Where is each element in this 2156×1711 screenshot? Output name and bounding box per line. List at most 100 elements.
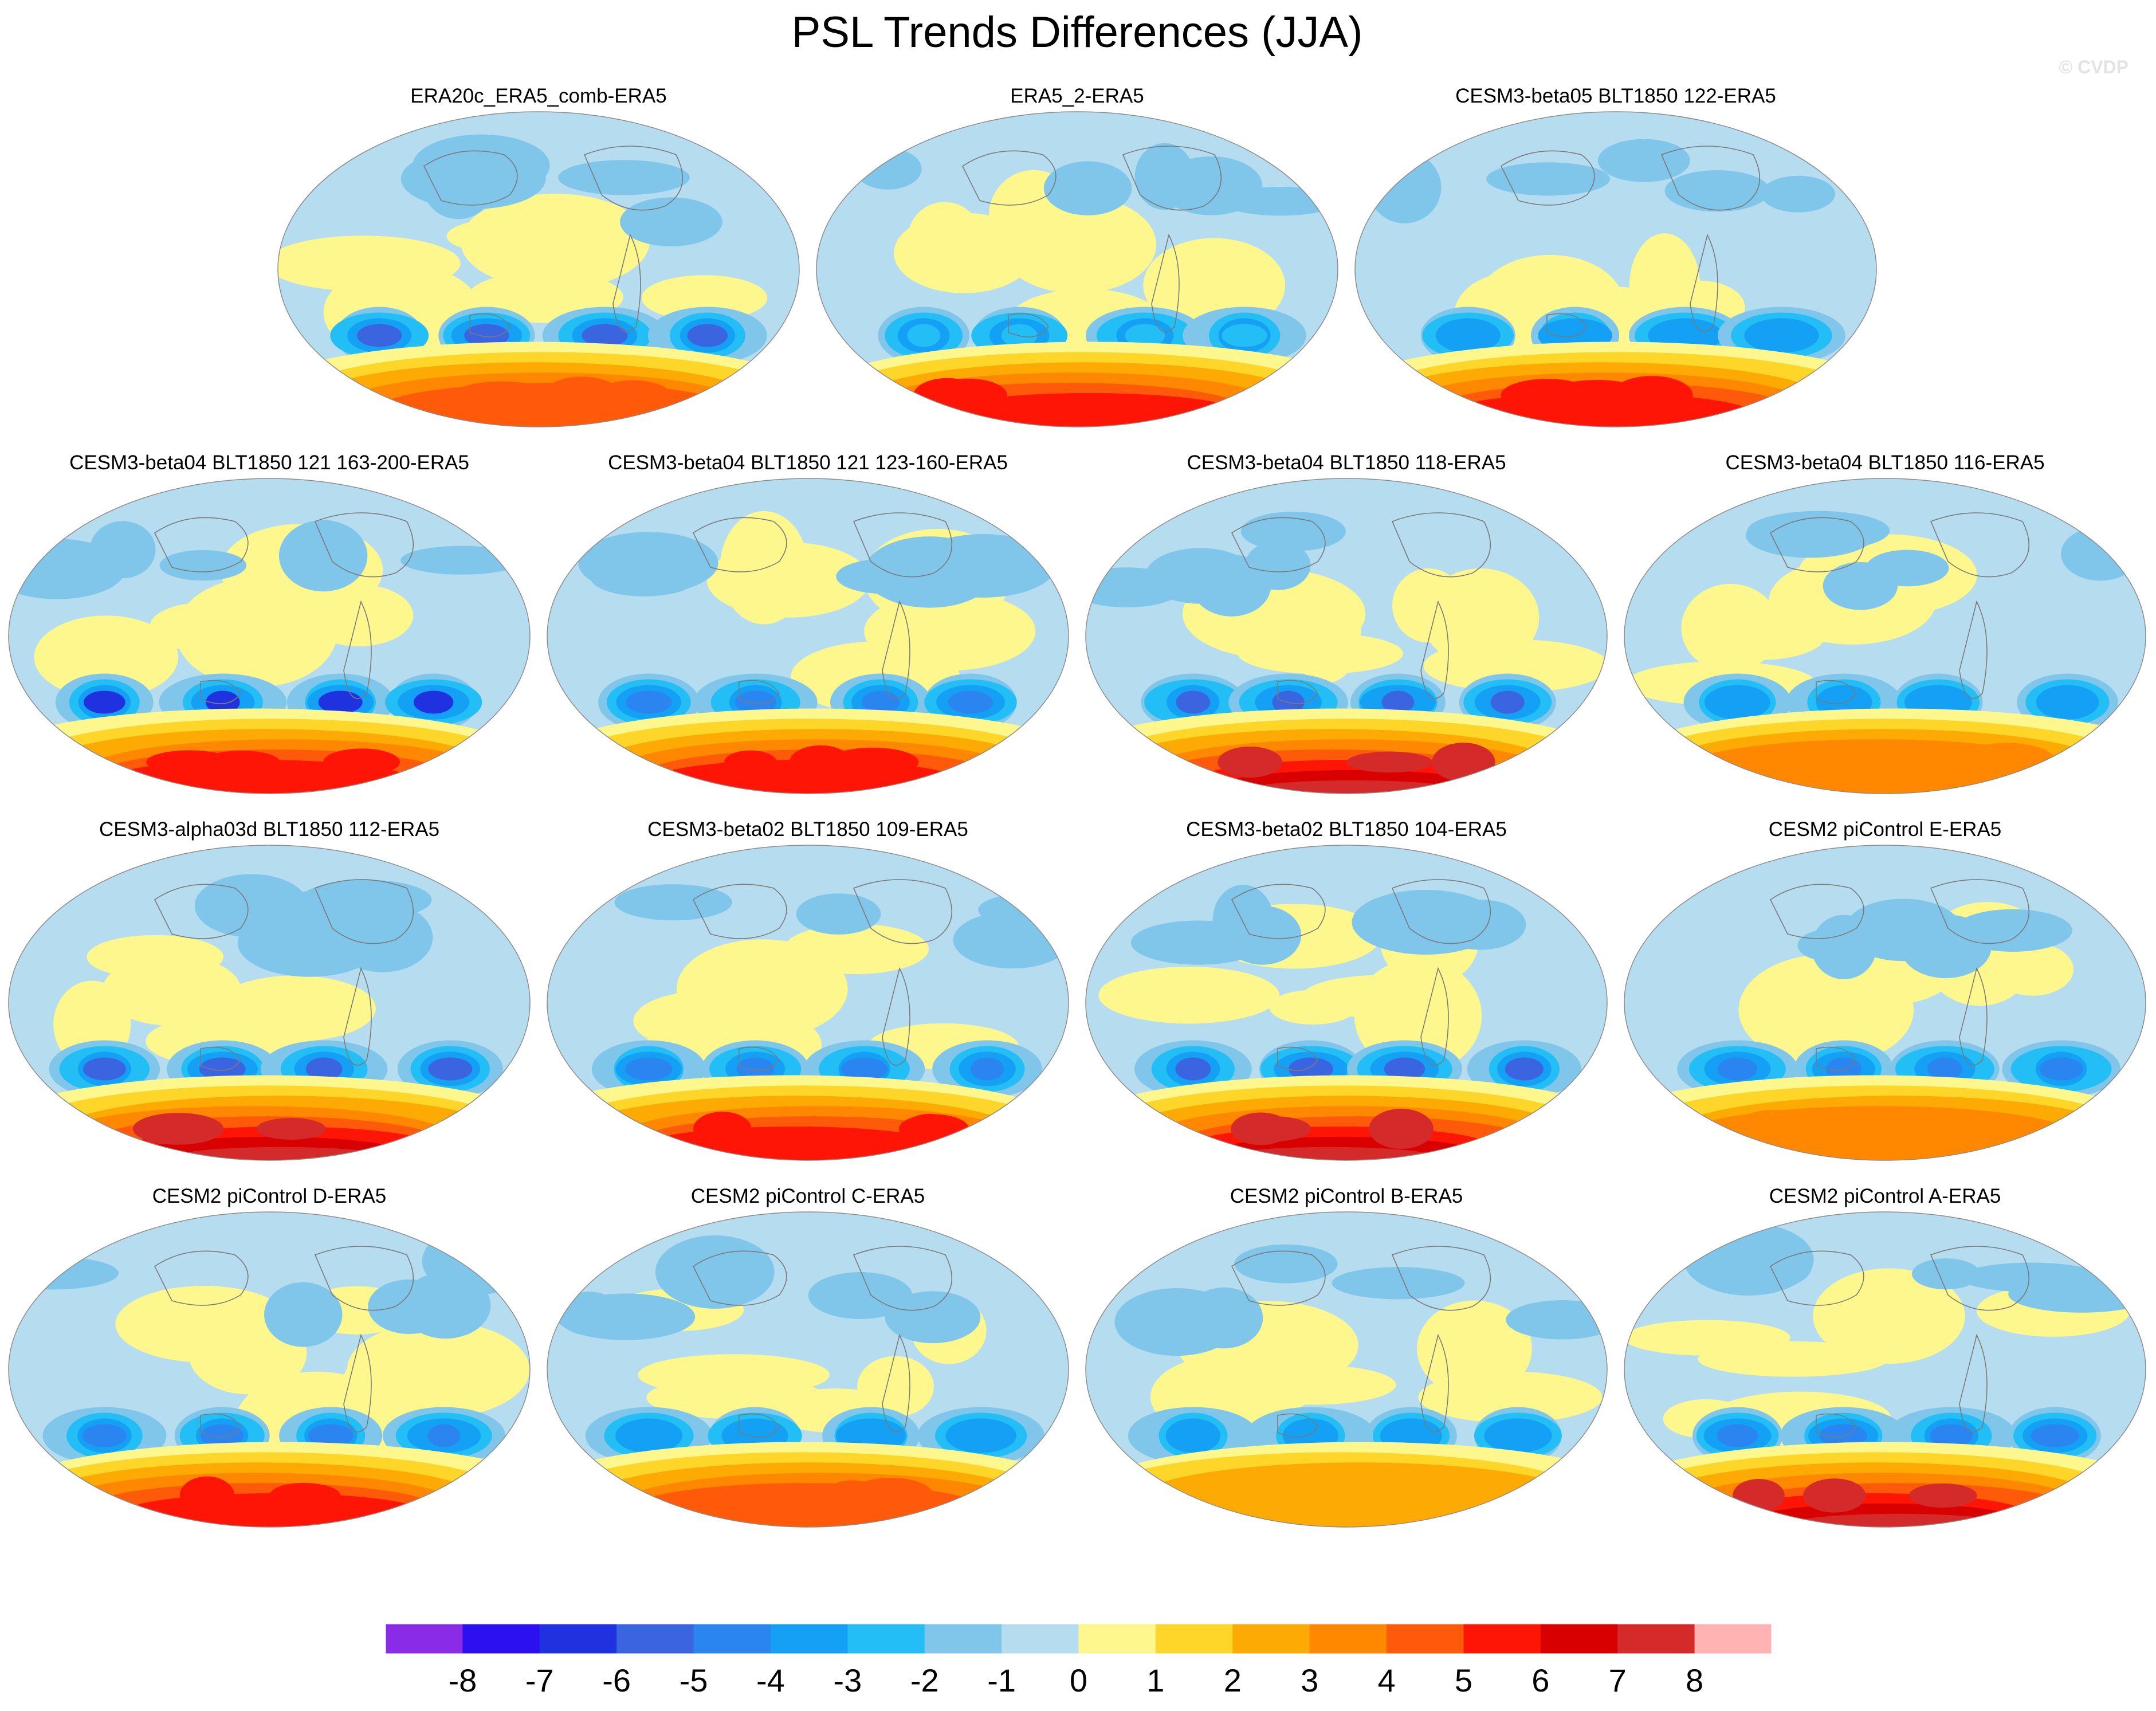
field-contour (626, 690, 672, 714)
field-contour (1394, 1424, 1428, 1447)
field-patch (1421, 568, 1540, 666)
panel-title: CESM2 piControl C-ERA5 (691, 1185, 925, 1207)
field-contour (1175, 1424, 1212, 1447)
field-patch (1624, 1320, 1790, 1356)
field-patch (1160, 156, 1263, 215)
colorbar-tick-label: -3 (833, 1662, 862, 1698)
map-boundary (1085, 845, 1608, 1161)
field-contour (851, 1424, 891, 1447)
field-contour (970, 1057, 1004, 1081)
field-contour (760, 1484, 852, 1508)
colorbar-swatch (539, 1624, 617, 1654)
coastline (961, 146, 1222, 338)
field-patch (1761, 175, 1836, 213)
field-contour (206, 690, 240, 714)
field-patch (400, 546, 524, 575)
field-contour (179, 1476, 235, 1515)
panel-title: CESM3-beta04 BLT1850 121 163-200-ERA5 (69, 452, 469, 474)
map-boundary (8, 478, 531, 794)
field-contour (841, 1057, 888, 1081)
field-patch (1953, 909, 2072, 952)
map-boundary (816, 111, 1338, 427)
colorbar-tick-label: 8 (1686, 1662, 1703, 1698)
panel-title: CESM3-alpha03d BLT1850 112-ERA5 (99, 818, 439, 841)
map-panel: CESM3-beta02 BLT1850 104-ERA5 (1085, 818, 1608, 1161)
field-contour (1175, 1057, 1211, 1081)
colorbar-tick-label: 2 (1224, 1662, 1242, 1698)
field-patch (1716, 1244, 1812, 1290)
field-patch (1811, 915, 1877, 980)
colorbar-swatch (1232, 1624, 1310, 1654)
field-patch (1114, 1288, 1239, 1356)
colorbar-frame (385, 1623, 1772, 1654)
map-field (1086, 1212, 1607, 1527)
colorbar-tick-label: 3 (1301, 1662, 1318, 1698)
map-panel: CESM3-alpha03d BLT1850 112-ERA5 (8, 818, 531, 1161)
colorbar-swatch (1617, 1624, 1695, 1654)
field-patch (999, 195, 1156, 294)
field-contour (1717, 1057, 1758, 1081)
map-field (816, 112, 1338, 427)
colorbar-swatch (1309, 1624, 1387, 1654)
field-contour (1611, 376, 1693, 415)
map-panel: CESM3-beta02 BLT1850 109-ERA5 (547, 818, 1069, 1161)
map-field (547, 478, 1069, 794)
colorbar-swatch (1155, 1624, 1233, 1654)
map-field (547, 1212, 1069, 1527)
panel-title: ERA20c_ERA5_comb-ERA5 (410, 85, 666, 107)
coastline (1231, 1246, 1491, 1438)
field-contour (1231, 1112, 1291, 1145)
field-contour (1929, 1424, 1973, 1447)
map-panel: CESM3-beta05 BLT1850 122-ERA5 (1354, 85, 1877, 427)
field-contour (428, 1057, 473, 1081)
field-contour (1214, 1480, 1278, 1511)
field-contour (1927, 1057, 1962, 1081)
field-contour (1490, 690, 1525, 714)
field-patch (908, 202, 981, 274)
colorbar-tick-label: -7 (525, 1662, 554, 1698)
map-boundary (1624, 478, 2146, 794)
map-boundary (547, 845, 1069, 1161)
field-contour (543, 376, 622, 414)
field-contour (1346, 751, 1433, 773)
field-patch (641, 275, 768, 321)
field-contour (902, 1113, 957, 1144)
coastline (154, 879, 414, 1071)
field-contour (1243, 780, 1463, 794)
field-contour (1381, 690, 1415, 714)
panel-grid: ERA20c_ERA5_comb-ERA5 ERA5_2-ERA5 CESM3-be… (8, 85, 2146, 1528)
panel-title: CESM2 piControl A-ERA5 (1769, 1185, 2001, 1207)
field-patch (558, 160, 690, 195)
field-patch (102, 955, 241, 1026)
map-panel: ERA5_2-ERA5 (816, 85, 1338, 427)
map-boundary (1624, 845, 2146, 1161)
field-patch (1866, 550, 1949, 587)
map-panel: CESM2 piControl C-ERA5 (547, 1185, 1069, 1528)
colorbar-swatch (462, 1624, 540, 1654)
field-contour (1176, 690, 1211, 714)
coastline (154, 1246, 414, 1438)
coastline (692, 1246, 953, 1438)
colorbar-tick-label: 5 (1455, 1662, 1472, 1698)
colorbar-swatch (770, 1624, 848, 1654)
panel-title: CESM2 piControl E-ERA5 (1769, 818, 2002, 841)
field-patch (413, 134, 550, 197)
field-contour (1676, 1106, 2083, 1160)
field-contour (1908, 1483, 1977, 1508)
field-contour (1802, 1478, 1866, 1513)
field-contour (962, 1424, 1000, 1447)
colorbar-tick-label: -1 (987, 1662, 1016, 1698)
panel-title: CESM3-beta05 BLT1850 122-ERA5 (1455, 85, 1776, 107)
field-patch (34, 615, 179, 698)
field-patch (1302, 975, 1463, 1019)
map-field (547, 845, 1069, 1160)
field-patch (733, 566, 843, 618)
field-patch (655, 1235, 775, 1309)
field-contour (1289, 1057, 1333, 1081)
field-contour (271, 1483, 341, 1508)
field-contour (201, 1424, 244, 1447)
colorbar-swatch (1694, 1624, 1772, 1654)
map-field (1624, 845, 2146, 1160)
coastline (692, 879, 953, 1071)
field-contour (1735, 1109, 1808, 1148)
